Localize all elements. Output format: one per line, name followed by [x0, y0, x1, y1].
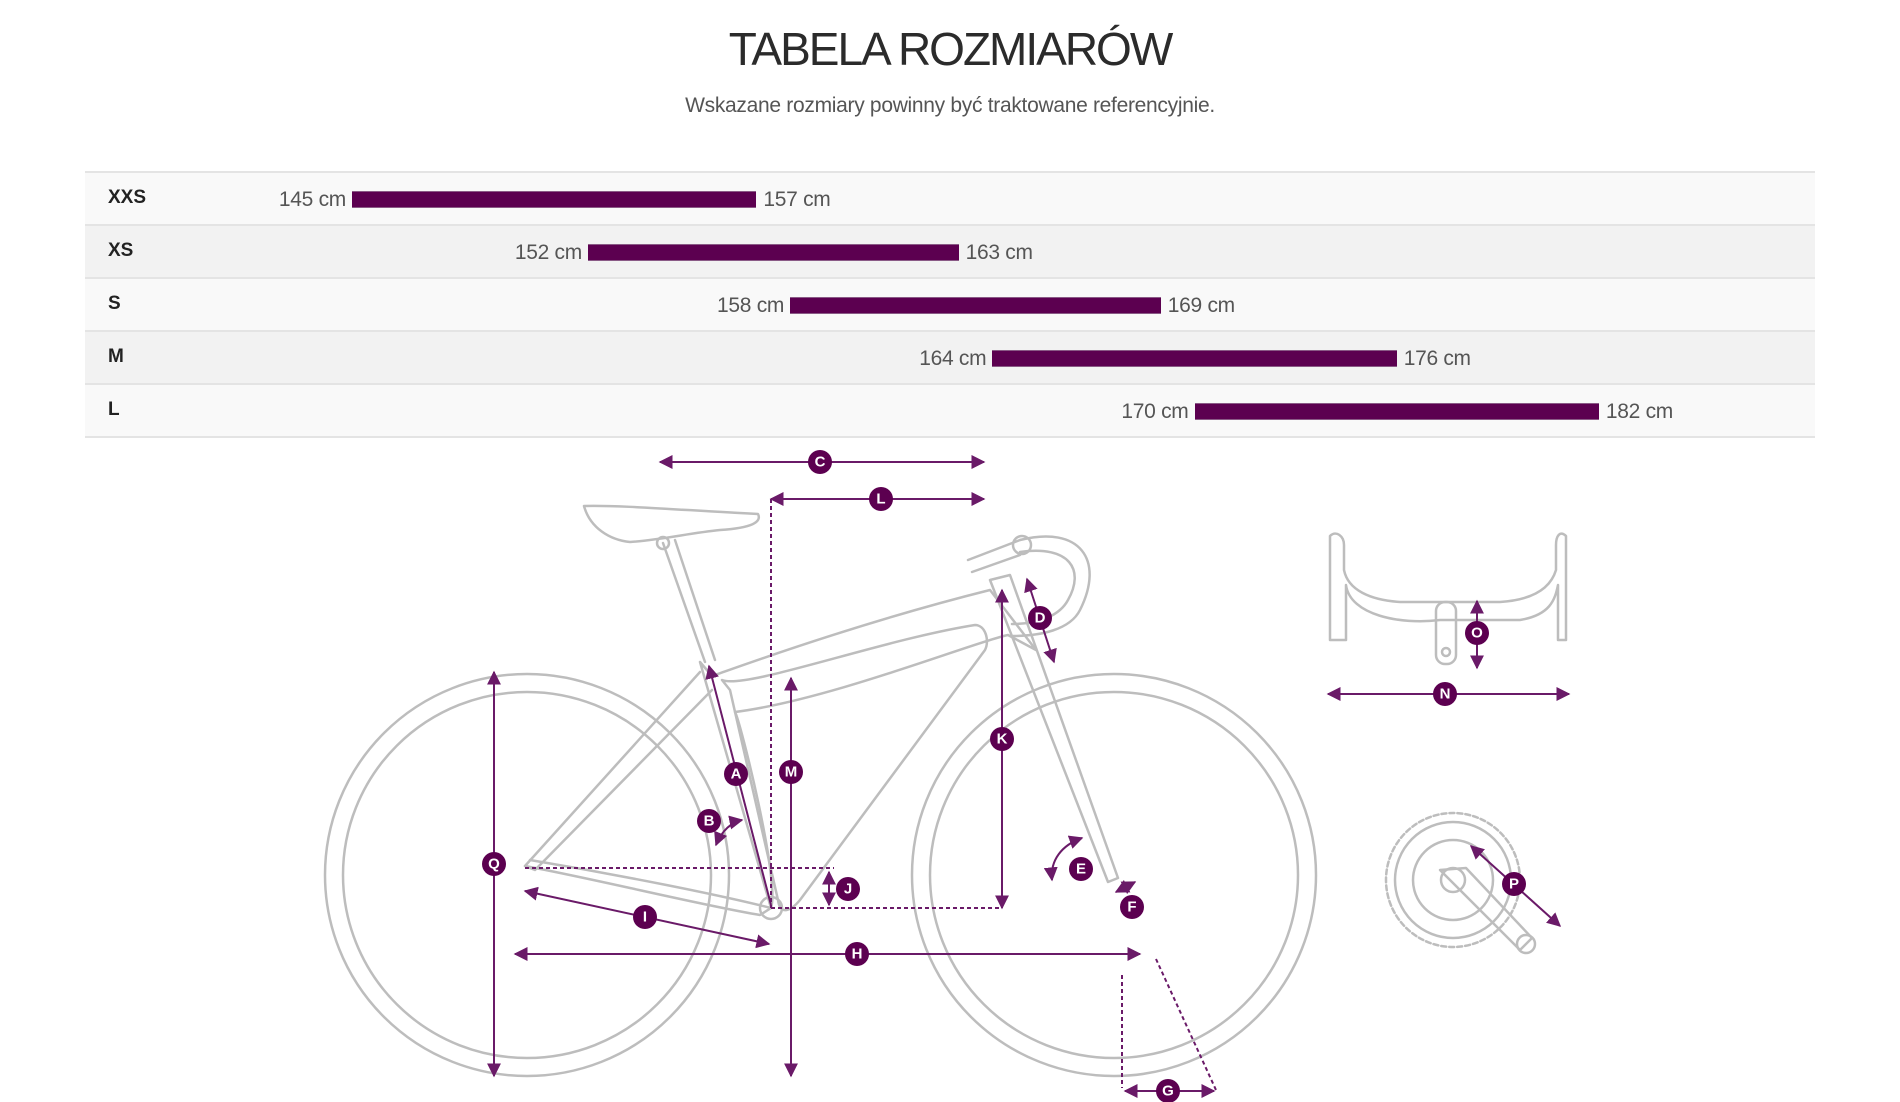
svg-text:H: H [852, 946, 863, 963]
label-f: F [1120, 895, 1144, 919]
max-height-label: 157 cm [763, 188, 831, 211]
label-j: J [836, 877, 860, 901]
svg-text:E: E [1076, 861, 1086, 878]
label-i: I [633, 905, 657, 929]
svg-text:P: P [1509, 876, 1519, 893]
label-a: A [724, 762, 748, 786]
svg-text:J: J [844, 881, 852, 898]
label-k: K [990, 727, 1014, 751]
rear-wheel [323, 672, 731, 1078]
size-row-l: L 170 cm 182 cm [85, 385, 1815, 438]
label-c: C [808, 450, 832, 474]
svg-text:B: B [704, 813, 715, 830]
label-p: P [1502, 872, 1526, 896]
svg-text:N: N [1440, 686, 1451, 703]
label-l: L [869, 487, 893, 511]
svg-text:I: I [643, 909, 647, 926]
size-row-m: M 164 cm 176 cm [85, 332, 1815, 385]
max-height-label: 176 cm [1403, 347, 1471, 370]
svg-text:A: A [731, 766, 742, 783]
svg-text:G: G [1162, 1083, 1174, 1100]
label-e: E [1069, 857, 1093, 881]
svg-text:O: O [1471, 625, 1483, 642]
size-row-xs: XS 152 cm 163 cm [85, 226, 1815, 279]
min-height-label: 158 cm [717, 294, 785, 317]
svg-text:F: F [1127, 899, 1136, 916]
svg-text:Q: Q [488, 856, 500, 873]
size-label: XXS [108, 187, 147, 208]
height-range-bar [790, 297, 1161, 314]
size-label: L [108, 399, 120, 420]
size-label: XS [108, 240, 134, 261]
size-label: S [108, 293, 121, 314]
size-row-xxs: XXS 145 cm 157 cm [85, 173, 1815, 226]
label-b: B [697, 809, 721, 833]
max-height-label: 169 cm [1167, 294, 1235, 317]
label-q: Q [482, 852, 506, 876]
handlebar-detail [1326, 532, 1571, 701]
min-height-label: 152 cm [514, 241, 582, 264]
min-height-label: 164 cm [919, 347, 987, 370]
dimension-lines [487, 455, 1217, 1098]
label-n: N [1433, 682, 1457, 706]
min-height-label: 145 cm [278, 188, 346, 211]
crankset-detail [1384, 811, 1562, 955]
label-m: M [779, 760, 803, 784]
svg-text:M: M [785, 764, 798, 781]
saddle [582, 504, 761, 544]
max-height-label: 163 cm [965, 241, 1033, 264]
min-height-label: 170 cm [1121, 400, 1189, 423]
size-label: M [108, 346, 124, 367]
page-subtitle: Wskazane rozmiary powinny być traktowane… [685, 94, 1215, 117]
label-g: G [1156, 1079, 1180, 1102]
svg-text:C: C [815, 454, 826, 471]
label-d: D [1028, 606, 1052, 630]
size-row-s: S 158 cm 169 cm [85, 279, 1815, 332]
label-o: O [1465, 621, 1489, 645]
svg-text:L: L [876, 491, 885, 508]
front-wheel [910, 672, 1318, 1078]
max-height-label: 182 cm [1605, 400, 1673, 423]
size-table: XXS 145 cm 157 cm XS 152 cm 163 cm S 158… [85, 171, 1815, 438]
height-range-bar [352, 191, 757, 208]
svg-text:K: K [997, 731, 1008, 748]
height-range-bar [587, 244, 959, 261]
label-h: H [845, 942, 869, 966]
height-range-bar [1194, 403, 1599, 420]
height-range-bar [992, 350, 1397, 367]
page-title: TABELA ROZMIARÓW [728, 23, 1174, 75]
bike-illustration [323, 504, 1318, 1078]
bike-frame [698, 588, 1038, 910]
svg-text:D: D [1035, 610, 1046, 627]
